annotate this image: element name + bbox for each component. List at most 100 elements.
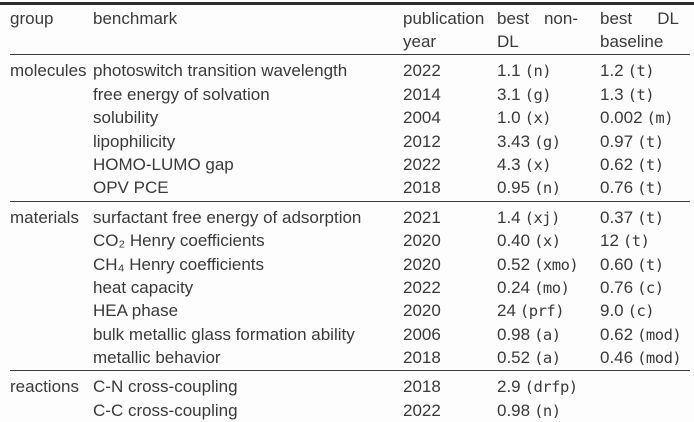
header-best-dl-line2: baseline xyxy=(600,32,664,52)
group-cell xyxy=(10,346,93,370)
year-cell: 2018 xyxy=(403,178,441,198)
year-cell: 2004 xyxy=(403,108,441,128)
table-row: metallic behavior 2018 0.52 (a) 0.46 (mod) xyxy=(10,346,690,369)
model-code: (m) xyxy=(646,109,674,128)
metric-value: 0.002 xyxy=(600,108,643,128)
model-code: (x) xyxy=(524,155,552,174)
best-non-dl-cell: 1.0 (x) xyxy=(497,106,600,130)
table-row: heat capacity 2022 0.24 (mo) 0.76 (c) xyxy=(10,276,690,299)
table-row: CH₄ Henry coefficients 2020 0.52 (xmo) 0.… xyxy=(10,253,690,276)
best-dl-cell: 0.76 (c) xyxy=(600,276,690,300)
metric-value: 1.3 xyxy=(600,84,624,104)
metric-value: 12 xyxy=(600,231,619,251)
group-cell: materials xyxy=(10,207,79,227)
group-cell xyxy=(10,229,93,253)
metric-value: 0.98 xyxy=(497,324,531,344)
model-code: (prf) xyxy=(519,302,565,321)
table-row: bulk metallic glass formation ability 20… xyxy=(10,323,690,346)
metric-value: 0.62 xyxy=(600,324,634,344)
table-row: C-C cross-coupling 2022 0.98 (n) xyxy=(10,399,690,422)
year-cell: 2018 xyxy=(403,377,441,397)
benchmark-cell: HEA phase xyxy=(93,301,179,321)
header-row-line2: year DL baseline xyxy=(10,30,690,53)
best-non-dl-cell: 0.95 (n) xyxy=(497,176,600,200)
table-body: molecules photoswitch transition wavelen… xyxy=(10,54,690,422)
metric-value: 0.62 xyxy=(600,154,634,174)
metric-value: 1.4 xyxy=(497,207,521,227)
year-cell: 2006 xyxy=(403,324,441,344)
best-non-dl-cell: 0.98 (a) xyxy=(497,323,600,347)
metric-value: 0.76 xyxy=(600,178,634,198)
best-non-dl-cell: 0.98 (n) xyxy=(497,399,600,422)
benchmark-cell: CO₂ Henry coefficients xyxy=(93,231,265,251)
model-code: (x) xyxy=(524,109,552,128)
header-best-word: best xyxy=(600,9,633,28)
year-cell: 2020 xyxy=(403,231,441,251)
metric-value: 4.3 xyxy=(497,154,521,174)
year-cell: 2022 xyxy=(403,277,441,297)
best-non-dl-cell: 2.9 (drfp) xyxy=(497,375,600,399)
table-row: solubility 2004 1.0 (x) 0.002 (m) xyxy=(10,106,690,129)
metric-value: 0.60 xyxy=(600,254,634,274)
group-cell xyxy=(10,83,93,107)
best-dl-cell xyxy=(600,399,690,422)
header-non-word: non- xyxy=(543,9,578,28)
benchmark-cell: metallic behavior xyxy=(93,348,221,368)
best-non-dl-cell: 3.43 (g) xyxy=(497,130,600,154)
table-row: molecules photoswitch transition wavelen… xyxy=(10,59,690,82)
best-dl-cell xyxy=(600,375,690,399)
metric-value: 3.1 xyxy=(497,84,521,104)
metric-value: 0.37 xyxy=(600,207,634,227)
best-dl-cell: 0.46 (mod) xyxy=(600,346,690,370)
year-cell: 2022 xyxy=(403,61,441,81)
metric-value: 0.52 xyxy=(497,348,531,368)
header-dl-word: DL xyxy=(657,9,679,28)
benchmark-cell: solubility xyxy=(93,108,159,128)
year-cell: 2020 xyxy=(403,301,441,321)
table-row: free energy of solvation 2014 3.1 (g) 1.3… xyxy=(10,83,690,106)
header-best-dl-line1: best DL xyxy=(600,7,690,30)
model-code: (t) xyxy=(637,255,664,274)
header-benchmark: benchmark xyxy=(93,9,178,28)
benchmark-cell: bulk metallic glass formation ability xyxy=(93,324,355,344)
metric-value: 0.98 xyxy=(497,400,531,420)
model-code: (g) xyxy=(524,85,552,104)
metric-value: 24 xyxy=(497,301,516,321)
best-dl-cell: 0.62 (mod) xyxy=(600,323,690,347)
year-cell: 2022 xyxy=(403,400,441,420)
best-non-dl-cell: 24 (prf) xyxy=(497,299,600,323)
benchmark-cell: free energy of solvation xyxy=(93,84,270,104)
best-dl-cell: 1.3 (t) xyxy=(600,83,690,107)
group-cell xyxy=(10,176,93,200)
model-code: (t) xyxy=(637,208,664,227)
model-code: (mo) xyxy=(534,278,570,297)
model-code: (a) xyxy=(534,325,561,344)
group-cell: reactions xyxy=(10,377,79,397)
model-code: (t) xyxy=(637,155,664,174)
metric-value: 0.97 xyxy=(600,131,634,151)
best-dl-cell: 0.76 (t) xyxy=(600,176,690,200)
table-row: OPV PCE 2018 0.95 (n) 0.76 (t) xyxy=(10,176,690,199)
model-code: (c) xyxy=(637,278,664,297)
metric-value: 2.9 xyxy=(497,377,521,397)
best-dl-cell: 12 (t) xyxy=(600,229,690,253)
group-cell xyxy=(10,399,93,422)
model-code: (g) xyxy=(534,132,561,151)
model-code: (xj) xyxy=(524,208,561,227)
benchmark-cell: lipophilicity xyxy=(93,131,176,151)
year-cell: 2014 xyxy=(403,84,441,104)
best-dl-cell: 0.37 (t) xyxy=(600,206,690,230)
best-dl-cell: 1.2 (t) xyxy=(600,59,690,83)
metric-value: 1.2 xyxy=(600,61,624,81)
metric-value: 0.40 xyxy=(497,231,531,251)
year-cell: 2012 xyxy=(403,131,441,151)
header-benchmark-spacer xyxy=(93,30,403,53)
benchmark-cell: CH₄ Henry coefficients xyxy=(93,254,265,274)
benchmark-cell: C-C cross-coupling xyxy=(93,400,238,420)
best-dl-cell: 0.97 (t) xyxy=(600,130,690,154)
benchmark-cell: photoswitch transition wavelength xyxy=(93,61,348,81)
table-row: HEA phase 2020 24 (prf) 9.0 (c) xyxy=(10,299,690,322)
header-publication-line1: publication xyxy=(403,9,485,28)
table-group-reactions: reactions C-N cross-coupling 2018 2.9 (dr… xyxy=(10,370,690,422)
